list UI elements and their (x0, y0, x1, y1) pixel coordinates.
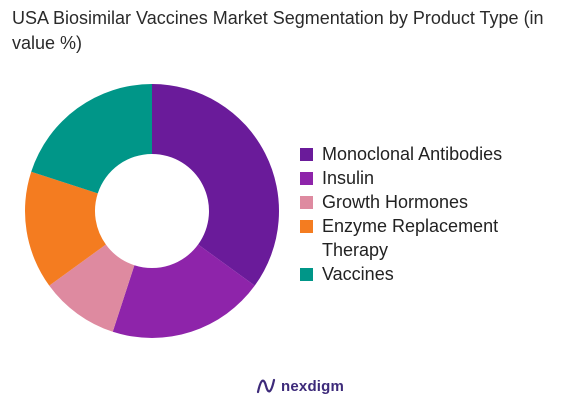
legend-item: Vaccines (300, 262, 565, 286)
legend-swatch (300, 172, 313, 185)
slice-monoclonal-antibodies (152, 84, 279, 286)
brand-footer: nexdigm (256, 376, 344, 396)
brand-name: nexdigm (281, 377, 345, 395)
chart-title: USA Biosimilar Vaccines Market Segmentat… (12, 8, 544, 53)
legend-label: Insulin (322, 168, 375, 188)
chart-legend: Monoclonal Antibodies Insulin Growth Hormo… (300, 142, 565, 286)
legend-item: Monoclonal Antibodies (300, 142, 565, 166)
legend-swatch (300, 268, 313, 281)
legend-item: Enzyme Replacement Therapy (300, 214, 565, 262)
legend-label: Growth Hormones (322, 192, 469, 212)
legend-swatch (300, 196, 313, 209)
legend-label: Monoclonal Antibodies (322, 144, 503, 164)
slice-growth-hormones (49, 244, 135, 332)
legend-label: Vaccines (322, 264, 394, 284)
legend-swatch (300, 220, 313, 233)
slice-vaccines (31, 84, 153, 194)
legend-item: Insulin (300, 166, 565, 190)
slice-enzyme-replacement-therapy (24, 171, 106, 286)
legend-label: Enzyme Replacement Therapy (322, 216, 499, 260)
slice-insulin (112, 244, 255, 339)
legend-swatch (300, 148, 313, 161)
nexdigm-logo-icon (256, 378, 276, 394)
legend-item: Growth Hormones (300, 190, 565, 214)
